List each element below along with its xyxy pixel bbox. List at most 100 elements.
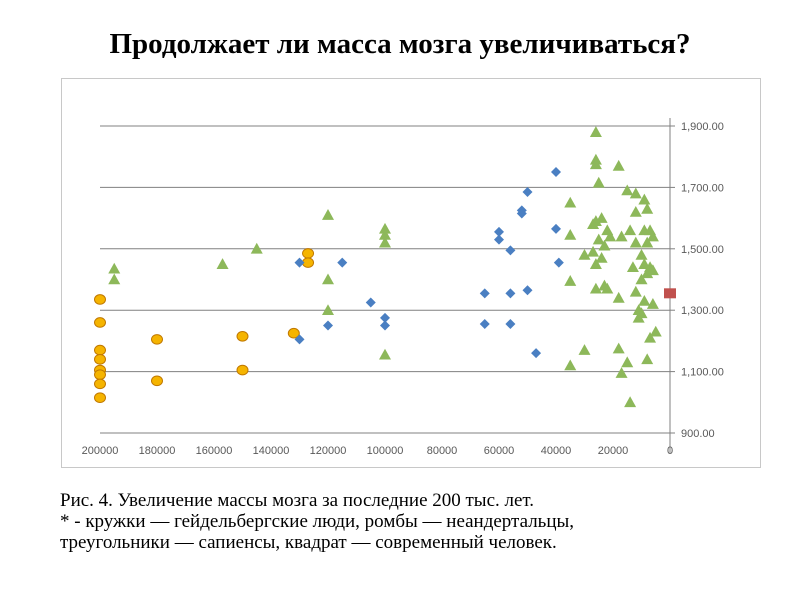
triangle-point [564, 196, 577, 208]
figure-caption: Рис. 4. Увеличение массы мозга за послед… [60, 490, 760, 553]
square-point [664, 288, 676, 299]
x-tick-label: 80000 [427, 445, 458, 457]
triangle-point [564, 228, 577, 240]
triangle-point [615, 230, 628, 242]
x-tick-label: 140000 [253, 445, 290, 457]
triangle-point [601, 282, 614, 294]
circle-point [94, 392, 106, 403]
triangle-point [646, 298, 659, 309]
triangle-point [649, 325, 662, 337]
triangle-point [638, 193, 651, 205]
triangle-point [564, 275, 577, 286]
diamond-point [505, 319, 516, 330]
x-tick-label: 40000 [541, 445, 572, 457]
triangle-point [595, 212, 608, 223]
triangle-point [635, 248, 648, 260]
circle-point [287, 327, 300, 339]
triangle-point [379, 228, 391, 240]
caption-line-3: треугольники — сапиенсы, квадрат — совре… [60, 532, 557, 553]
diamond-point [323, 320, 333, 331]
triangle-point [629, 236, 642, 248]
data-points [94, 126, 676, 408]
triangle-point [589, 258, 602, 269]
triangle-point [646, 230, 659, 242]
triangle-point [641, 267, 654, 279]
diamond-point [551, 223, 561, 234]
circle-point [94, 378, 106, 390]
triangle-point [629, 187, 642, 199]
circle-point [236, 330, 249, 342]
triangle-point [624, 396, 637, 408]
triangle-point [641, 353, 654, 365]
triangle-point [322, 273, 334, 285]
triangle-point [641, 236, 654, 248]
diamond-point [380, 312, 390, 323]
circle-point [151, 375, 163, 387]
caption-line-1: Рис. 4. Увеличение массы мозга за послед… [60, 490, 535, 511]
diamond-point [505, 288, 516, 299]
diamond-point [479, 319, 490, 330]
triangle-point [592, 176, 605, 188]
triangle-point [592, 233, 605, 245]
chart-svg: 900.00 1,100.00 1,300.00 1,500.00 1,700.00 1,… [61, 78, 761, 468]
diamond-point [494, 234, 504, 245]
triangle-point [644, 331, 657, 343]
triangle-point [578, 344, 591, 355]
x-tick-label: 100000 [367, 445, 404, 457]
y-tick-label: 900.00 [681, 428, 715, 440]
circle-point [151, 334, 163, 345]
x-tick-label: 180000 [139, 445, 176, 457]
circle-point [94, 344, 106, 356]
chart-frame [61, 78, 761, 468]
diamond-point [337, 257, 348, 268]
triangle-point [629, 285, 642, 297]
triangle-point [322, 304, 334, 315]
triangle-point [621, 356, 634, 368]
circle-point [94, 294, 106, 305]
triangle-point [322, 209, 334, 220]
gridlines [100, 125, 670, 434]
y-tick-label: 1,500.00 [681, 244, 724, 256]
caption-line-2: * - кружки — гейдельбергские люди, ромбы… [60, 511, 575, 532]
triangle-point [589, 158, 602, 170]
triangle-point [632, 311, 645, 323]
triangle-point [587, 245, 600, 257]
triangle-point [612, 342, 625, 354]
triangle-point [379, 236, 391, 248]
triangle-point [638, 294, 651, 306]
triangle-point [598, 239, 611, 251]
circle-point [236, 364, 249, 376]
diamond-point [365, 297, 376, 308]
diamond-point [294, 334, 305, 345]
triangle-point [612, 291, 625, 303]
diamond-point [294, 257, 305, 268]
circle-point [94, 317, 106, 328]
circle-point [94, 354, 106, 365]
diamond-point [380, 320, 390, 331]
triangle-point [604, 230, 617, 242]
x-tick-label: 200000 [82, 445, 119, 457]
x-tick-label: 20000 [598, 445, 629, 457]
diamond-point [522, 187, 533, 198]
triangle-point [641, 202, 654, 214]
y-tick-label: 1,700.00 [681, 182, 724, 194]
triangle-point [612, 159, 625, 171]
circle-point [94, 369, 106, 380]
x-tick-label: 160000 [196, 445, 233, 457]
triangle-point [629, 205, 642, 217]
y-tick-label: 1,300.00 [681, 305, 724, 317]
diamond-point [531, 348, 542, 359]
diamond-point [516, 208, 527, 219]
circle-point [302, 248, 315, 259]
triangle-point [379, 348, 391, 360]
y-tick-label: 1,100.00 [681, 367, 724, 379]
triangle-point [595, 252, 608, 263]
x-tick-label: 120000 [310, 445, 347, 457]
triangle-point [646, 264, 659, 276]
scatter-chart: 900.00 1,100.00 1,300.00 1,500.00 1,700.00 1,… [61, 78, 761, 468]
triangle-point [589, 126, 602, 137]
page-title: Продолжает ли масса мозга увеличиваться? [109, 28, 691, 60]
diamond-point [505, 245, 516, 256]
axes: 900.00 1,100.00 1,300.00 1,500.00 1,700.00 1,… [82, 118, 724, 457]
triangle-point [379, 222, 391, 234]
